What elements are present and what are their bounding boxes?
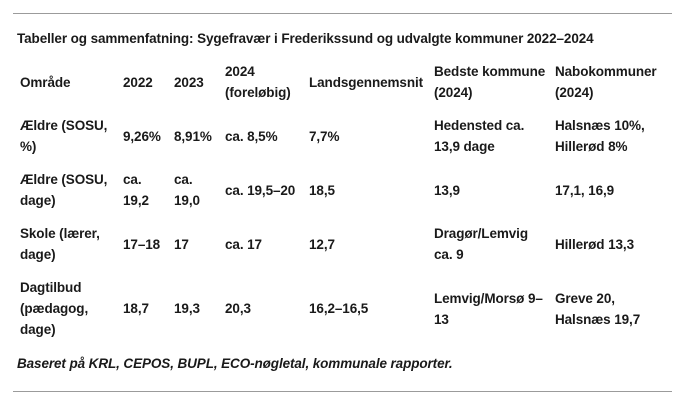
column-header-nabokommuner: Nabokommuner (2024) [555,64,657,100]
bottom-divider [13,391,672,392]
table-cell: 19,3 [174,301,200,316]
table-cell: 18,5 [309,182,335,198]
table-row-aeldre-dage: Ældre (SOSU, dage) ca. 19,2 ca. 19,0 ca.… [20,163,665,217]
table-cell: Greve 20, Halsnæs 19,7 [555,290,641,327]
table-cell: 18,7 [123,301,149,316]
table-row-dagtilbud: Dagtilbud (pædagog, dage) 18,7 19,3 20,3… [20,271,665,346]
sick-leave-table: Område 2022 2023 2024 (foreløbig) Landsg… [20,55,665,346]
table-cell: 9,26% [123,128,161,144]
table-cell: Hedensted ca. 13,9 dage [434,118,525,154]
table-cell: 17,1, 16,9 [555,182,615,198]
row-header: Ældre (SOSU, %) [20,118,108,154]
table-cell: 13,9 [434,182,460,198]
table-cell: 16,2–16,5 [309,301,369,316]
header-row: Område 2022 2023 2024 (foreløbig) Landsg… [20,55,665,109]
table-row-skole: Skole (lærer, dage) 17–18 17 ca. 17 12,7… [20,217,665,271]
column-header-2024: 2024 (foreløbig) [225,64,291,100]
column-header-2022: 2022 [123,74,153,90]
document-page: Tabeller og sammenfatning: Sygefravær i … [0,13,685,392]
table-cell: 17–18 [123,236,161,252]
table-cell: 12,7 [309,236,335,252]
table-cell: 8,91% [174,128,212,144]
table-row-aeldre-pct: Ældre (SOSU, %) 9,26% 8,91% ca. 8,5% 7,7… [20,109,665,163]
column-header-2023: 2023 [174,74,204,90]
table-cell: Lemvig/Morsø 9–13 [434,290,543,327]
table-cell: 17 [174,236,189,252]
table-cell: 20,3 [225,301,251,316]
table-cell: ca. 19,0 [174,172,200,208]
table-cell: ca. 19,5–20 [225,182,296,198]
source-note: Baseret på KRL, CEPOS, BUPL, ECO-nøgleta… [17,356,453,371]
top-divider [13,13,672,14]
table-cell: Hillerød 13,3 [555,236,634,252]
page-title: Tabeller og sammenfatning: Sygefravær i … [17,31,594,46]
column-header-bedste-kommune: Bedste kommune (2024) [434,64,546,100]
table-cell: ca. 17 [225,236,262,252]
row-header: Skole (lærer, dage) [20,226,100,262]
table-cell: ca. 19,2 [123,172,149,208]
table-cell: Halsnæs 10%, Hillerød 8% [555,118,645,154]
table-cell: ca. 8,5% [225,128,278,144]
column-header-landsgennemsnit: Landsgennemsnit [309,74,424,90]
row-header: Ældre (SOSU, dage) [20,172,108,208]
table-cell: 7,7% [309,128,340,144]
row-header: Dagtilbud (pædagog, dage) [20,280,89,337]
column-header-omrade: Område [20,74,71,90]
table-cell: Dragør/Lemvig ca. 9 [434,226,528,262]
